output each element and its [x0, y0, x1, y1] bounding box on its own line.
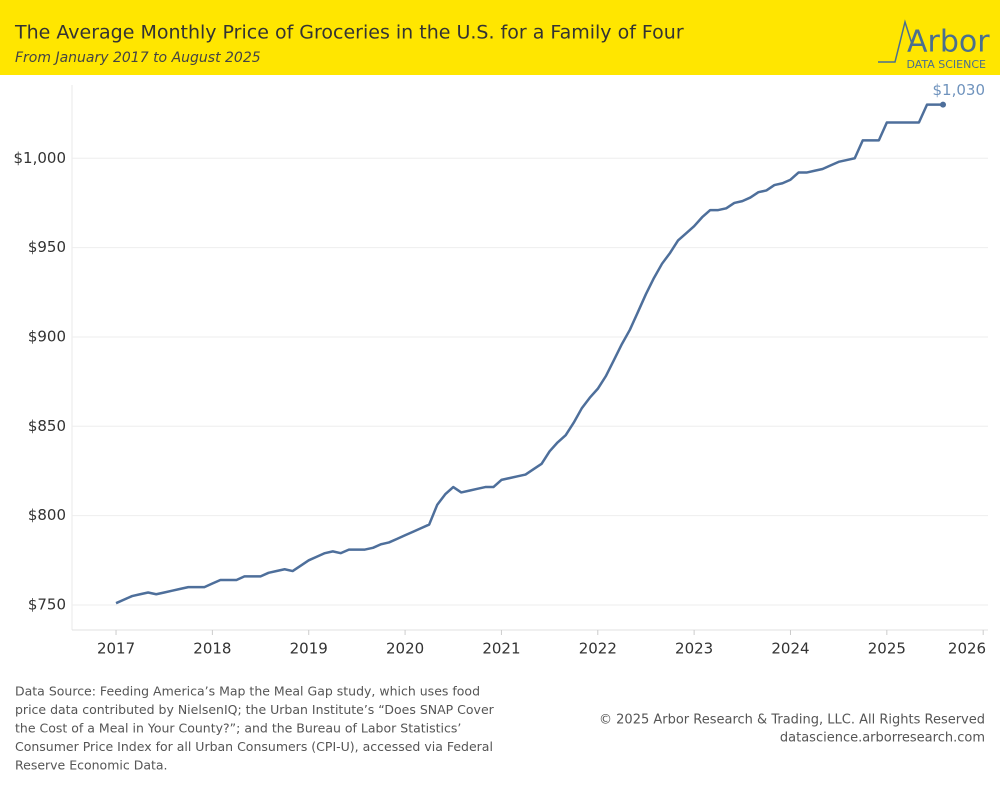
source-note: Data Source: Feeding America’s Map the M…	[15, 684, 480, 699]
chart-title: The Average Monthly Price of Groceries i…	[14, 22, 684, 44]
y-tick-label: $850	[28, 417, 66, 435]
source-note: price data contributed by NielsenIQ; the…	[15, 702, 495, 717]
x-tick-label: 2026	[948, 640, 986, 658]
y-tick-label: $800	[28, 506, 66, 524]
header-band	[0, 0, 1000, 75]
y-tick-label: $750	[28, 595, 66, 613]
logo-mark	[878, 19, 913, 63]
x-tick-label: 2022	[579, 640, 617, 658]
source-note: the Cost of a Meal in Your County?”; and…	[15, 721, 461, 736]
end-label: $1,030	[933, 81, 986, 99]
y-tick-label: $950	[28, 238, 66, 256]
logo-tagline: DATA SCIENCE	[906, 58, 986, 71]
x-tick-label: 2020	[386, 640, 424, 658]
x-tick-label: 2023	[675, 640, 713, 658]
x-tick-label: 2018	[193, 640, 231, 658]
copyright: © 2025 Arbor Research & Trading, LLC. Al…	[599, 713, 985, 728]
website: datascience.arborresearch.com	[780, 731, 985, 746]
x-tick-label: 2025	[868, 640, 906, 658]
source-note: Reserve Economic Data.	[15, 758, 168, 773]
series-line	[115, 103, 944, 605]
y-tick-label: $1,000	[14, 149, 67, 167]
x-tick-label: 2024	[771, 640, 809, 658]
y-tick-label: $900	[28, 327, 66, 345]
logo-name: Arbor	[907, 25, 990, 60]
chart-subtitle: From January 2017 to August 2025	[15, 50, 261, 66]
x-tick-label: 2017	[97, 640, 135, 658]
source-note: Consumer Price Index for all Urban Consu…	[15, 739, 493, 754]
x-tick-label: 2021	[482, 640, 520, 658]
end-point	[940, 101, 947, 108]
x-tick-label: 2019	[290, 640, 328, 658]
